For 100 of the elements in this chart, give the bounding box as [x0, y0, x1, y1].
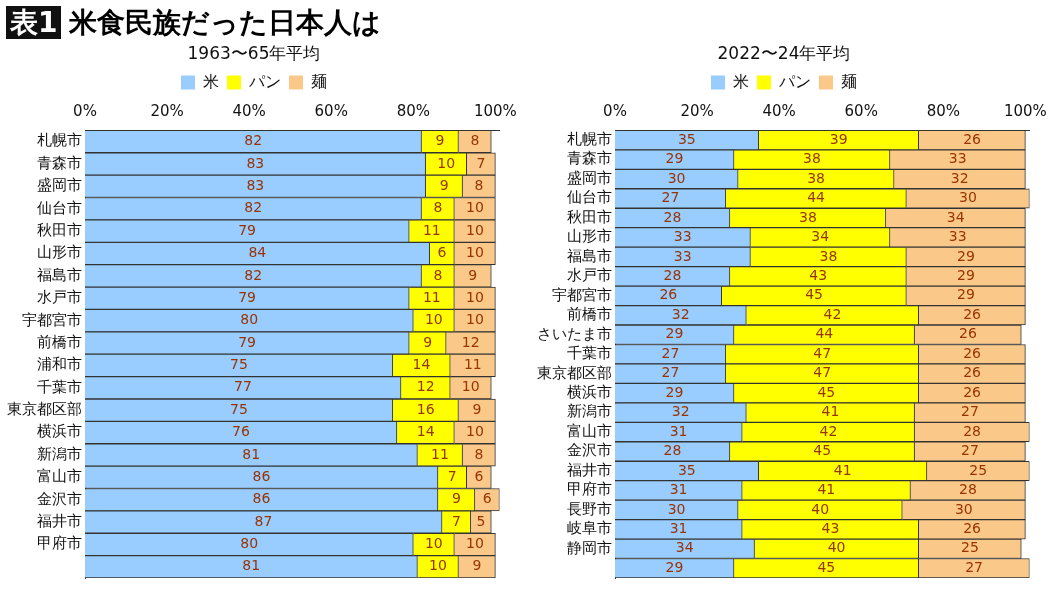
x-tick-label: 60% [314, 102, 348, 121]
data-label: 86 [252, 467, 271, 484]
data-label: 25 [969, 461, 988, 478]
data-label: 10 [437, 154, 456, 171]
data-label: 10 [465, 244, 484, 261]
y-tick-label: 新潟市 [567, 402, 612, 421]
data-label: 38 [807, 169, 826, 186]
data-label: 34 [811, 228, 830, 245]
data-label: 26 [963, 344, 982, 361]
data-label: 82 [244, 266, 263, 283]
data-label: 38 [803, 150, 821, 167]
y-tick-label: 前橋市 [567, 305, 612, 324]
data-label: 11 [463, 356, 482, 373]
data-label: 32 [671, 305, 690, 322]
data-label: 87 [254, 512, 273, 529]
data-label: 27 [661, 189, 680, 206]
data-label: 6 [437, 244, 447, 261]
data-label: 29 [665, 383, 684, 400]
data-label: 41 [833, 461, 852, 478]
data-label: 12 [416, 378, 435, 395]
data-label: 9 [423, 333, 433, 350]
data-label: 84 [248, 244, 267, 261]
data-label: 45 [817, 558, 836, 575]
data-label: 81 [242, 557, 261, 574]
data-label: 7 [447, 467, 457, 484]
data-label: 45 [817, 383, 836, 400]
data-label: 35 [677, 130, 696, 147]
data-label: 6 [474, 467, 484, 484]
data-label: 14 [412, 356, 431, 373]
y-tick-label: さいたま市 [537, 324, 612, 343]
y-tick-label: 甲府市 [37, 534, 82, 553]
legend-label: パン [248, 71, 281, 91]
data-label: 42 [823, 305, 842, 322]
x-tick-label: 60% [844, 102, 878, 121]
data-label: 75 [229, 356, 248, 373]
y-tick-label: 仙台市 [567, 188, 612, 207]
data-label: 11 [431, 445, 449, 462]
data-label: 79 [238, 221, 257, 238]
data-label: 33 [948, 228, 967, 245]
data-label: 12 [461, 333, 480, 350]
x-tick-label: 20% [680, 102, 714, 121]
data-label: 38 [798, 208, 817, 225]
data-label: 29 [665, 150, 684, 167]
chart-subtitle: 2022〜24年平均 [717, 42, 851, 63]
data-label: 80 [240, 535, 259, 552]
data-label: 25 [961, 539, 979, 556]
data-label: 10 [465, 535, 484, 552]
data-label: 11 [422, 288, 441, 305]
data-label: 33 [673, 228, 692, 245]
data-label: 76 [232, 423, 250, 440]
data-label: 26 [963, 383, 982, 400]
y-tick-label: 水戸市 [567, 266, 612, 285]
data-label: 6 [482, 490, 492, 507]
data-label: 32 [671, 403, 690, 420]
y-tick-label: 新潟市 [37, 444, 82, 463]
data-label: 31 [669, 519, 688, 536]
data-label: 26 [963, 519, 982, 536]
legend-label: パン [778, 71, 811, 91]
data-label: 14 [416, 423, 435, 440]
y-tick-label: 甲府市 [567, 480, 612, 499]
data-label: 34 [946, 208, 965, 225]
data-label: 26 [963, 130, 982, 147]
y-tick-label: 水戸市 [37, 288, 82, 307]
data-label: 9 [472, 400, 482, 417]
data-label: 43 [821, 519, 840, 536]
data-label: 38 [819, 247, 838, 264]
data-label: 7 [451, 512, 461, 529]
data-label: 30 [959, 189, 977, 206]
data-label: 30 [954, 500, 973, 517]
data-label: 9 [472, 557, 482, 574]
data-label: 10 [465, 311, 484, 328]
data-label: 8 [474, 176, 484, 193]
data-label: 28 [663, 208, 682, 225]
data-label: 10 [461, 378, 480, 395]
data-label: 32 [950, 169, 969, 186]
data-label: 8 [470, 132, 480, 149]
data-label: 27 [961, 403, 979, 420]
data-label: 29 [665, 558, 684, 575]
data-label: 47 [813, 364, 832, 381]
y-tick-label: 横浜市 [37, 422, 82, 441]
data-label: 30 [667, 500, 686, 517]
data-label: 81 [242, 445, 261, 462]
data-label: 33 [948, 150, 967, 167]
y-tick-label: 富山市 [567, 421, 612, 440]
y-tick-label: 盛岡市 [567, 168, 612, 187]
y-tick-label: 金沢市 [567, 441, 612, 460]
legend-label: 米 [733, 71, 749, 91]
data-label: 8 [474, 445, 484, 462]
data-label: 47 [813, 344, 832, 361]
data-label: 10 [429, 557, 447, 574]
legend-label: 米 [203, 71, 219, 91]
data-label: 44 [815, 325, 834, 342]
data-label: 9 [468, 266, 478, 283]
data-label: 79 [238, 333, 257, 350]
data-label: 9 [451, 490, 461, 507]
data-label: 26 [963, 364, 982, 381]
data-label: 26 [659, 286, 678, 303]
data-label: 31 [669, 422, 688, 439]
data-label: 86 [252, 490, 271, 507]
y-tick-label: 札幌市 [567, 130, 612, 149]
